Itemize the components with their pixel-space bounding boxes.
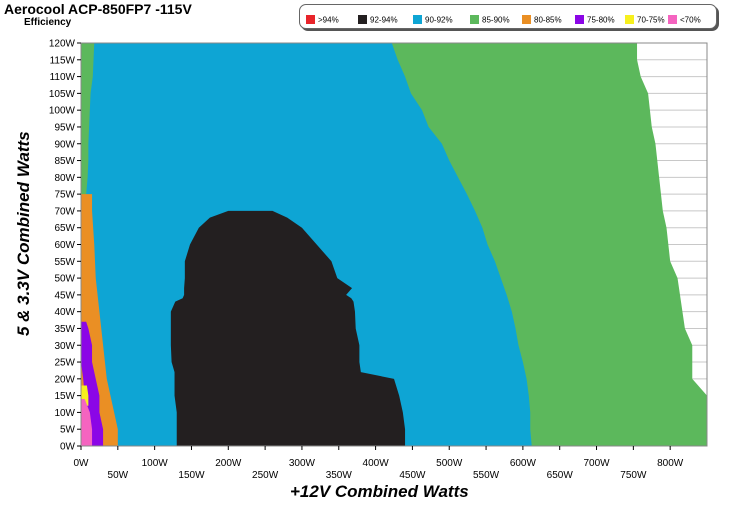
y-tick-label: 120W: [49, 39, 76, 50]
y-tick-label: 90W: [54, 139, 75, 150]
y-tick-label: 75W: [54, 190, 75, 201]
legend-swatch: [306, 15, 315, 25]
x-tick-label: 650W: [547, 470, 574, 481]
legend: >94% 92-94% 90-92% 85-90% 80-85% 75-80% 70-75%…: [299, 4, 717, 29]
legend-item: 75-80%: [575, 11, 615, 25]
y-tick-label: 110W: [50, 72, 76, 83]
x-tick-label: 750W: [620, 470, 647, 481]
legend-item: 85-90%: [470, 11, 510, 25]
legend-label: 90-92%: [425, 15, 453, 25]
y-tick-label: 105W: [49, 89, 76, 100]
x-tick-label: 700W: [583, 458, 610, 469]
y-tick-label: 70W: [54, 206, 75, 217]
legend-label: >94%: [318, 15, 339, 25]
legend-swatch: [522, 15, 531, 25]
y-tick-label: 80W: [54, 173, 75, 184]
y-tick-label: 25W: [54, 358, 75, 369]
region--70-: [81, 398, 93, 446]
y-tick-label: 10W: [54, 408, 75, 419]
x-tick-label: 450W: [399, 470, 426, 481]
x-axis-title: +12V Combined Watts: [290, 482, 469, 501]
x-tick-label: 300W: [289, 458, 316, 469]
legend-label: 80-85%: [534, 15, 562, 25]
x-tick-label: 350W: [326, 470, 353, 481]
y-tick-label: 60W: [54, 240, 75, 251]
y-tick-label: 5W: [60, 425, 76, 436]
x-tick-label: 550W: [473, 470, 500, 481]
y-tick-label: 85W: [54, 156, 75, 167]
y-tick-label: 45W: [54, 290, 75, 301]
x-tick-label: 0W: [74, 458, 90, 469]
efficiency-regions: [81, 43, 707, 446]
x-tick-label: 600W: [510, 458, 537, 469]
legend-swatch: [358, 15, 367, 25]
region-92-94-: [170, 210, 406, 446]
y-axis-title: 5 & 3.3V Combined Watts: [14, 131, 33, 336]
legend-label: 75-80%: [587, 15, 615, 25]
y-tick-label: 20W: [54, 374, 75, 385]
x-tick-label: 150W: [178, 470, 205, 481]
legend-label: 92-94%: [370, 15, 398, 25]
legend-item: 90-92%: [413, 11, 453, 25]
legend-swatch: [413, 15, 422, 25]
legend-swatch: [625, 15, 634, 25]
y-axis-ticks: 0W 5W 10W 15W 20W 25W 30W 35W 40W 45W 50W 55W 60W 65W…: [49, 39, 81, 453]
legend-item: >94%: [306, 11, 339, 25]
y-tick-label: 50W: [54, 274, 75, 285]
chart-subtitle: Efficiency: [24, 17, 72, 28]
legend-swatch: [575, 15, 584, 25]
x-axis-ticks: 0W 50W 100W 150W 200W 250W 300W 350W 400W 450W 500…: [74, 446, 684, 481]
y-tick-label: 15W: [54, 391, 75, 402]
legend-label: 70-75%: [637, 15, 665, 25]
y-tick-label: 30W: [54, 341, 75, 352]
x-tick-label: 100W: [142, 458, 169, 469]
y-tick-label: 55W: [54, 257, 75, 268]
legend-label: <70%: [680, 15, 701, 25]
legend-item: <70%: [668, 11, 701, 25]
legend-item: 80-85%: [522, 11, 562, 25]
legend-label: 85-90%: [482, 15, 510, 25]
y-tick-label: 65W: [54, 223, 75, 234]
x-tick-label: 250W: [252, 470, 279, 481]
legend-item: 70-75%: [625, 11, 665, 25]
y-tick-label: 95W: [54, 122, 75, 133]
chart-title: Aerocool ACP-850FP7 -115V: [4, 1, 192, 17]
y-tick-label: 35W: [54, 324, 75, 335]
legend-item: 92-94%: [358, 11, 398, 25]
y-tick-label: 115W: [50, 55, 76, 66]
y-tick-label: 0W: [60, 442, 76, 453]
y-tick-label: 100W: [49, 106, 76, 117]
legend-swatch: [668, 15, 677, 25]
y-tick-label: 40W: [54, 307, 75, 318]
x-tick-label: 50W: [108, 470, 129, 481]
x-tick-label: 200W: [215, 458, 242, 469]
x-tick-label: 800W: [657, 458, 684, 469]
x-tick-label: 400W: [363, 458, 390, 469]
x-tick-label: 500W: [436, 458, 463, 469]
legend-swatch: [470, 15, 479, 25]
